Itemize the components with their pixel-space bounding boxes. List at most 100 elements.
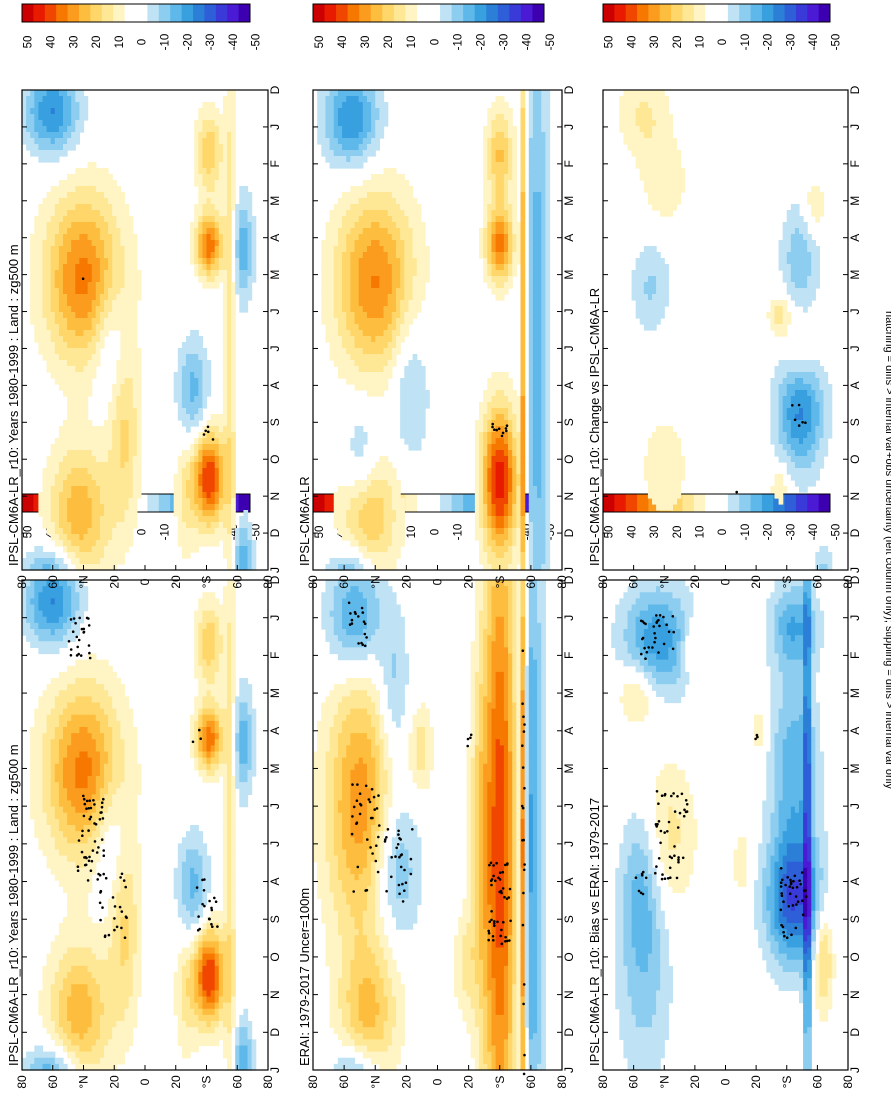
field-cell <box>239 216 244 223</box>
field-cell <box>137 396 142 403</box>
field-cell <box>120 516 125 523</box>
field-cell <box>120 312 125 319</box>
field-cell <box>63 672 68 679</box>
field-cell <box>186 862 191 869</box>
field-cell <box>63 318 68 325</box>
field-cell <box>75 954 80 961</box>
field-cell <box>71 396 76 403</box>
field-cell <box>51 690 56 697</box>
field-cell <box>92 510 97 517</box>
field-cell <box>219 198 224 205</box>
field-cell <box>47 984 52 991</box>
field-cell <box>223 312 228 319</box>
field-cell <box>112 1052 117 1059</box>
field-cell <box>202 498 207 505</box>
field-cell <box>137 843 142 850</box>
field-cell <box>190 330 195 337</box>
field-cell <box>194 456 199 463</box>
field-cell <box>133 758 138 765</box>
field-cell <box>112 788 117 795</box>
field-cell <box>71 90 76 97</box>
field-cell <box>63 843 68 850</box>
field-cell <box>182 450 187 457</box>
field-cell <box>219 420 224 427</box>
field-cell <box>116 758 121 765</box>
field-cell <box>88 510 93 517</box>
field-cell <box>178 899 183 906</box>
field-cell <box>116 270 121 277</box>
field-cell <box>202 721 207 728</box>
field-cell <box>207 696 212 703</box>
field-cell <box>207 366 212 373</box>
field-cell <box>137 929 142 936</box>
field-cell <box>231 306 236 313</box>
field-cell <box>239 252 244 259</box>
field-cell <box>51 629 56 636</box>
field-cell <box>63 868 68 875</box>
field-cell <box>34 270 39 277</box>
field-cell <box>22 1058 27 1065</box>
field-cell <box>129 402 134 409</box>
field-cell <box>202 856 207 863</box>
field-cell <box>67 929 72 936</box>
field-cell <box>215 498 220 505</box>
field-cell <box>215 414 220 421</box>
field-cell <box>71 450 76 457</box>
field-cell <box>198 180 203 187</box>
field-cell <box>84 378 89 385</box>
field-cell <box>59 966 64 973</box>
field-cell <box>51 1015 56 1022</box>
field-cell <box>47 192 52 199</box>
field-cell <box>71 264 76 271</box>
field-cell <box>243 770 248 777</box>
field-cell <box>43 831 48 838</box>
field-cell <box>55 108 60 115</box>
field-cell <box>92 180 97 187</box>
field-cell <box>223 954 228 961</box>
field-cell <box>38 222 43 229</box>
field-cell <box>67 690 72 697</box>
field-cell <box>178 997 183 1004</box>
field-cell <box>112 252 117 259</box>
field-cell <box>116 210 121 217</box>
field-cell <box>84 444 89 451</box>
field-cell <box>67 696 72 703</box>
field-cell <box>243 801 248 808</box>
field-cell <box>194 438 199 445</box>
field-cell <box>211 684 216 691</box>
field-cell <box>55 782 60 789</box>
field-cell <box>30 813 35 820</box>
field-cell <box>30 1058 35 1065</box>
field-cell <box>92 462 97 469</box>
field-cell <box>79 342 84 349</box>
field-cell <box>207 703 212 710</box>
field-cell <box>71 807 76 814</box>
field-cell <box>22 132 27 139</box>
field-cell <box>129 306 134 313</box>
field-cell <box>67 611 72 618</box>
field-cell <box>43 96 48 103</box>
field-cell <box>84 892 89 899</box>
field-cell <box>96 168 101 175</box>
panel-title: IPSL-CM6A-LR_r10: Years 1980-1999 : Land… <box>6 744 21 1066</box>
field-cell <box>133 831 138 838</box>
field-cell <box>202 360 207 367</box>
field-cell <box>129 384 134 391</box>
field-cell <box>129 318 134 325</box>
field-cell <box>75 892 80 899</box>
field-cell <box>88 978 93 985</box>
field-cell <box>248 752 253 759</box>
field-cell <box>231 978 236 985</box>
field-cell <box>248 1052 253 1059</box>
field-cell <box>231 330 236 337</box>
field-cell <box>79 318 84 325</box>
field-cell <box>223 474 228 481</box>
field-cell <box>67 384 72 391</box>
field-cell <box>227 210 232 217</box>
field-cell <box>202 598 207 605</box>
field-cell <box>211 426 216 433</box>
field-cell <box>120 1052 125 1059</box>
field-cell <box>182 1021 187 1028</box>
field-cell <box>207 384 212 391</box>
field-cell <box>186 1046 191 1053</box>
